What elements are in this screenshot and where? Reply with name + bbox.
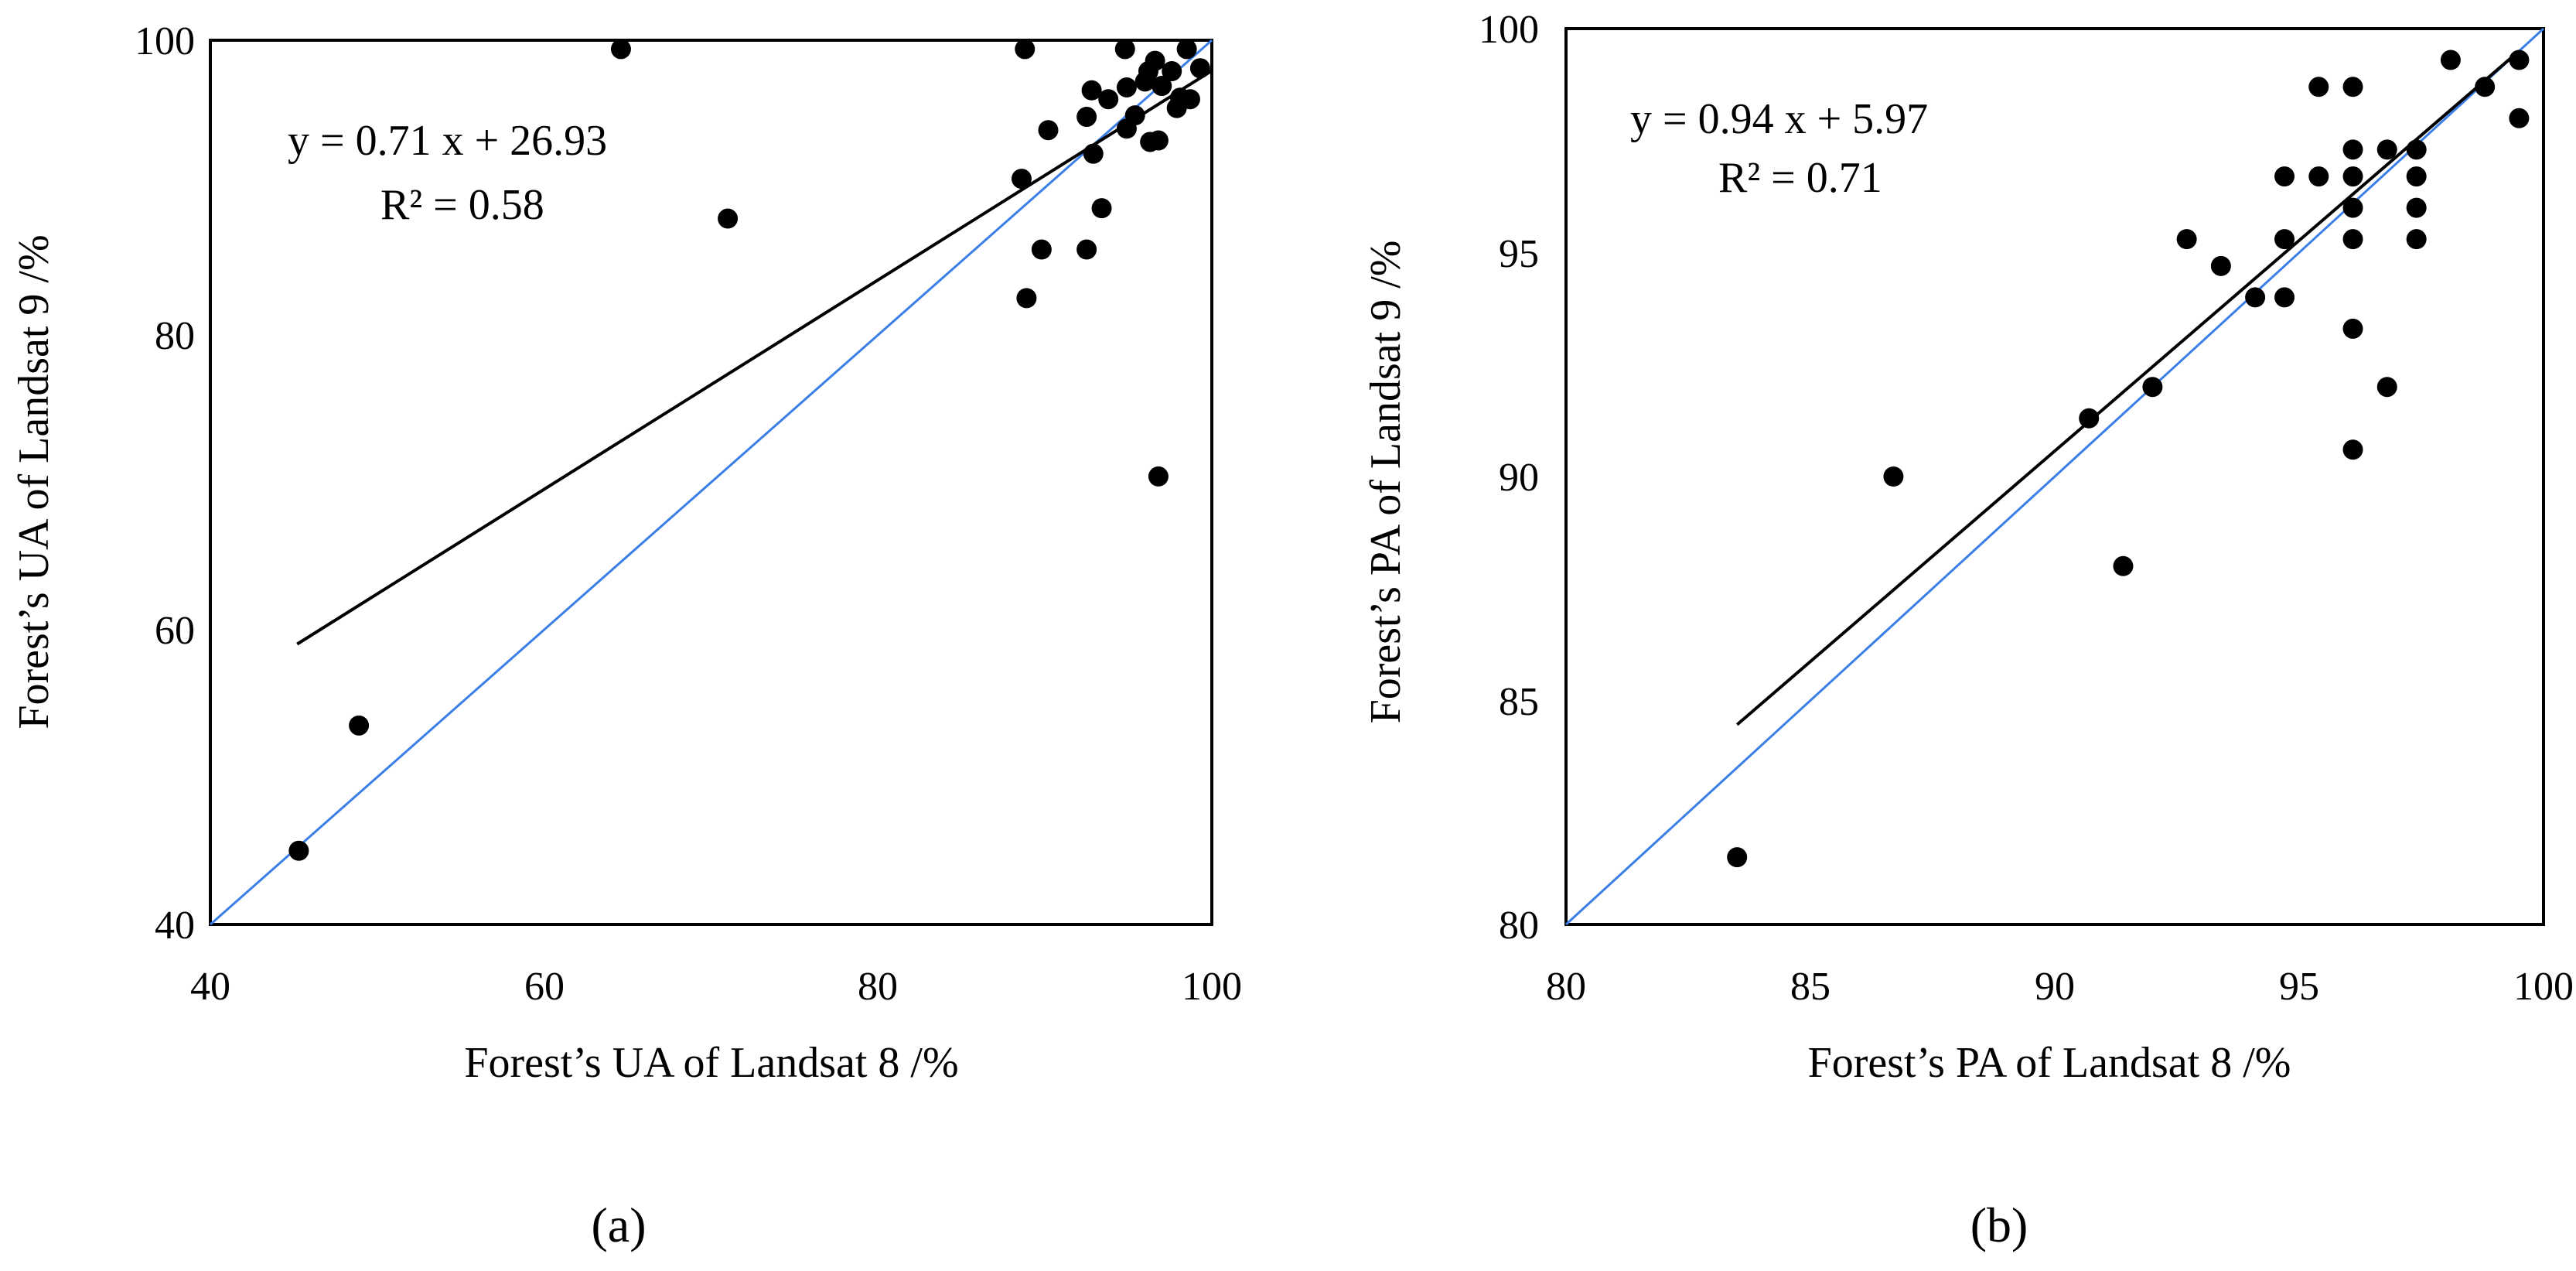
- scatter-point: [2342, 229, 2363, 250]
- chart-panel-b: 80 85 90 95 100 80 85 90 95 100 Forest’s…: [1362, 8, 2574, 1252]
- x-tick-label: 95: [2279, 965, 2319, 1009]
- scatter-point: [2274, 229, 2295, 250]
- x-tick-label: 60: [524, 965, 565, 1009]
- y-tick-label: 40: [155, 904, 195, 948]
- scatter-point: [349, 715, 370, 736]
- scatter-point: [2406, 197, 2427, 218]
- y-axis-label: Forest’s UA of Landsat 9 /%: [10, 234, 58, 729]
- y-tick-label: 95: [1499, 232, 1539, 276]
- x-tick-label: 80: [858, 965, 898, 1009]
- scatter-point: [2142, 377, 2163, 398]
- x-tick-label: 90: [2035, 965, 2075, 1009]
- scatter-point: [2113, 555, 2134, 576]
- scatter-point: [2440, 50, 2461, 70]
- scatter-point: [2176, 229, 2197, 250]
- scatter-point: [2342, 197, 2363, 218]
- scatter-point: [1152, 76, 1172, 97]
- regression-fit-line: [1735, 50, 2520, 726]
- x-axis-label: Forest’s UA of Landsat 8 /%: [464, 1039, 958, 1087]
- scatter-point: [2509, 50, 2530, 70]
- x-tick-label: 85: [1790, 965, 1830, 1009]
- scatter-point: [1011, 169, 1032, 190]
- scatter-point: [2406, 166, 2427, 187]
- scatter-point: [2406, 139, 2427, 160]
- scatter-point: [1038, 120, 1059, 141]
- scatter-point: [1016, 288, 1037, 309]
- y-tick-label: 60: [155, 609, 195, 653]
- scatter-point: [2342, 139, 2363, 160]
- y-tick-label: 100: [135, 19, 195, 63]
- y-axis-label: Forest’s PA of Landsat 9 /%: [1362, 241, 1410, 724]
- scatter-point: [2274, 166, 2295, 187]
- scatter-point: [2308, 77, 2329, 97]
- scatter-point: [1145, 50, 1165, 71]
- scatter-point: [1076, 239, 1097, 260]
- scatter-point: [1883, 466, 1904, 487]
- scatter-point: [1176, 39, 1197, 60]
- r-squared: R² = 0.58: [380, 181, 544, 229]
- scatter-point: [2376, 377, 2397, 398]
- scatter-point: [1015, 39, 1036, 60]
- scatter-point: [610, 39, 631, 60]
- scatter-point: [1179, 89, 1200, 110]
- scatter-point: [1091, 198, 1112, 219]
- reference-line-1-to-1: [1564, 27, 2545, 926]
- x-axis-label: Forest’s PA of Landsat 8 /%: [1808, 1039, 2291, 1087]
- x-tick-label: 80: [1546, 965, 1586, 1009]
- marks-a: [210, 39, 1213, 926]
- scatter-point: [2376, 139, 2397, 160]
- x-tick-label: 100: [2513, 965, 2574, 1009]
- scatter-point: [2308, 166, 2329, 187]
- r-squared: R² = 0.71: [1718, 154, 1882, 202]
- x-tick-label: 100: [1182, 965, 1242, 1009]
- panel-label: (b): [1970, 1198, 2028, 1252]
- scatter-point: [1148, 130, 1169, 151]
- y-tick-label: 80: [1499, 904, 1539, 948]
- scatter-point: [2342, 166, 2363, 187]
- scatter-point: [2274, 287, 2295, 308]
- scatter-point: [1116, 77, 1137, 97]
- scatter-point: [288, 840, 309, 861]
- x-tick-label: 40: [190, 965, 230, 1009]
- scatter-point: [1727, 847, 1748, 868]
- scatter-point: [2406, 229, 2427, 250]
- y-tick-label: 80: [155, 314, 195, 358]
- scatter-point: [2342, 318, 2363, 339]
- scatter-point: [1098, 89, 1119, 110]
- scatter-point: [1148, 466, 1169, 487]
- scatter-point: [2475, 77, 2496, 97]
- scatter-point: [2342, 439, 2363, 460]
- scatter-point: [1083, 143, 1104, 164]
- scatter-point: [2079, 408, 2100, 429]
- panel-label: (a): [591, 1198, 646, 1252]
- regression-equation: y = 0.94 x + 5.97: [1630, 95, 1928, 143]
- regression-fit-line: [296, 69, 1213, 646]
- y-tick-label: 100: [1479, 8, 1539, 52]
- marks-b: [1564, 27, 2545, 926]
- scatter-point: [1162, 61, 1182, 82]
- scatter-point: [2342, 77, 2363, 97]
- scatter-point: [1124, 105, 1145, 126]
- scatter-point: [2509, 108, 2530, 128]
- scatter-point: [1031, 239, 1052, 260]
- y-tick-label: 85: [1499, 680, 1539, 724]
- scatter-point: [1076, 107, 1097, 128]
- regression-equation: y = 0.71 x + 26.93: [288, 117, 607, 165]
- scatter-point: [1114, 39, 1135, 60]
- chart-panel-a: 40 60 80 100 40 60 80 100 Forest’s UA of…: [10, 19, 1242, 1252]
- scatter-point: [1081, 80, 1102, 101]
- scatter-point: [1189, 58, 1210, 79]
- y-tick-label: 90: [1499, 456, 1539, 500]
- reference-line-1-to-1: [210, 39, 1213, 926]
- scatter-point: [718, 208, 739, 229]
- scatter-point: [2210, 255, 2231, 276]
- scatter-point: [2245, 287, 2266, 308]
